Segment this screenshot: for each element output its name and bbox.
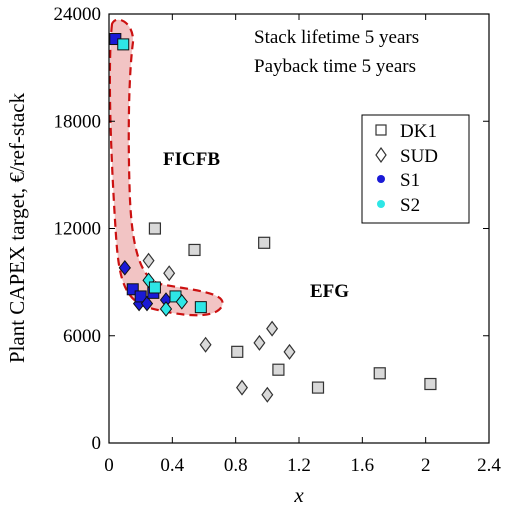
point-s2 <box>194 301 207 314</box>
point-dk1 <box>258 236 271 249</box>
point-s2 <box>117 38 130 51</box>
point-sud <box>236 379 248 396</box>
y-tick-labels: 0 6000 12000 18000 24000 <box>54 4 102 454</box>
x-tick-label: 0.4 <box>160 455 184 476</box>
point-dk1 <box>231 345 244 358</box>
y-tick-label: 6000 <box>63 326 101 347</box>
legend-marker-s1 <box>377 175 385 183</box>
point-s1 <box>118 260 131 276</box>
point-dk1 <box>148 222 162 235</box>
legend-label-sud: SUD <box>400 146 438 167</box>
y-tick-label: 24000 <box>54 4 102 25</box>
x-tick-label: 2.4 <box>477 455 501 476</box>
y-axis-title: Plant CAPEX target, €/ref-stack <box>5 92 29 363</box>
point-sud <box>261 386 274 403</box>
point-sud <box>142 252 155 269</box>
x-tick-label: 1.6 <box>350 455 374 476</box>
y-tick-label: 18000 <box>54 111 102 132</box>
point-s2 <box>159 301 173 317</box>
x-axis-title: x <box>293 483 304 507</box>
x-tick-label: 2 <box>421 455 431 476</box>
point-s2 <box>175 293 188 310</box>
legend-marker-s2 <box>377 200 385 208</box>
point-s1 <box>134 290 147 303</box>
y-tick-label: 12000 <box>54 219 102 240</box>
tick-marks <box>108 13 490 444</box>
data-points <box>109 33 437 403</box>
point-dk1 <box>188 243 201 257</box>
point-dk1 <box>424 377 437 391</box>
point-s1 <box>126 283 139 296</box>
x-tick-label: 0 <box>104 455 114 476</box>
legend-markers <box>375 124 387 208</box>
legend-label-s2: S2 <box>400 195 420 216</box>
legend-label-dk1: DK1 <box>400 121 437 142</box>
point-sud <box>283 343 296 360</box>
point-sud <box>199 336 212 353</box>
legend: DK1 SUD S1 S2 <box>361 114 470 224</box>
y-tick-label: 0 <box>92 433 102 454</box>
point-dk1 <box>373 367 386 380</box>
point-sud <box>253 334 266 351</box>
point-sud <box>266 320 279 337</box>
x-tick-label: 0.8 <box>224 455 248 476</box>
legend-label-s1: S1 <box>400 170 420 191</box>
annotation-payback-time: Payback time 5 years <box>254 56 416 77</box>
point-dk1 <box>311 381 325 394</box>
point-sud <box>163 265 176 282</box>
point-s1 <box>140 295 154 312</box>
legend-marker-sud <box>375 146 387 164</box>
point-s2 <box>148 281 161 294</box>
point-dk1 <box>272 363 285 376</box>
x-tick-labels: 0 0.4 0.8 1.2 1.6 2 2.4 <box>104 455 501 476</box>
label-efg: EFG <box>310 281 349 302</box>
label-ficfb: FICFB <box>163 149 220 170</box>
legend-marker-dk1 <box>375 124 387 136</box>
x-tick-label: 1.2 <box>287 455 311 476</box>
annotation-stack-lifetime: Stack lifetime 5 years <box>254 27 419 48</box>
